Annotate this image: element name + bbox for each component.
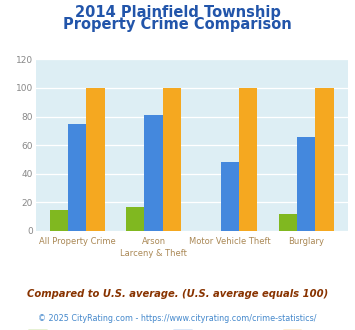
Bar <box>297 137 315 231</box>
Bar <box>163 88 181 231</box>
Bar <box>239 88 257 231</box>
Bar <box>144 115 163 231</box>
Text: Property Crime Comparison: Property Crime Comparison <box>63 16 292 31</box>
Bar <box>68 124 86 231</box>
Bar <box>126 207 144 231</box>
Text: © 2025 CityRating.com - https://www.cityrating.com/crime-statistics/: © 2025 CityRating.com - https://www.city… <box>38 314 317 323</box>
Text: Compared to U.S. average. (U.S. average equals 100): Compared to U.S. average. (U.S. average … <box>27 289 328 299</box>
Text: 2014 Plainfield Township: 2014 Plainfield Township <box>75 5 280 20</box>
Legend: Plainfield Township, Pennsylvania, National: Plainfield Township, Pennsylvania, Natio… <box>24 325 355 330</box>
Bar <box>279 214 297 231</box>
Bar <box>50 210 68 231</box>
Bar <box>86 88 105 231</box>
Bar <box>315 88 334 231</box>
Bar <box>221 162 239 231</box>
